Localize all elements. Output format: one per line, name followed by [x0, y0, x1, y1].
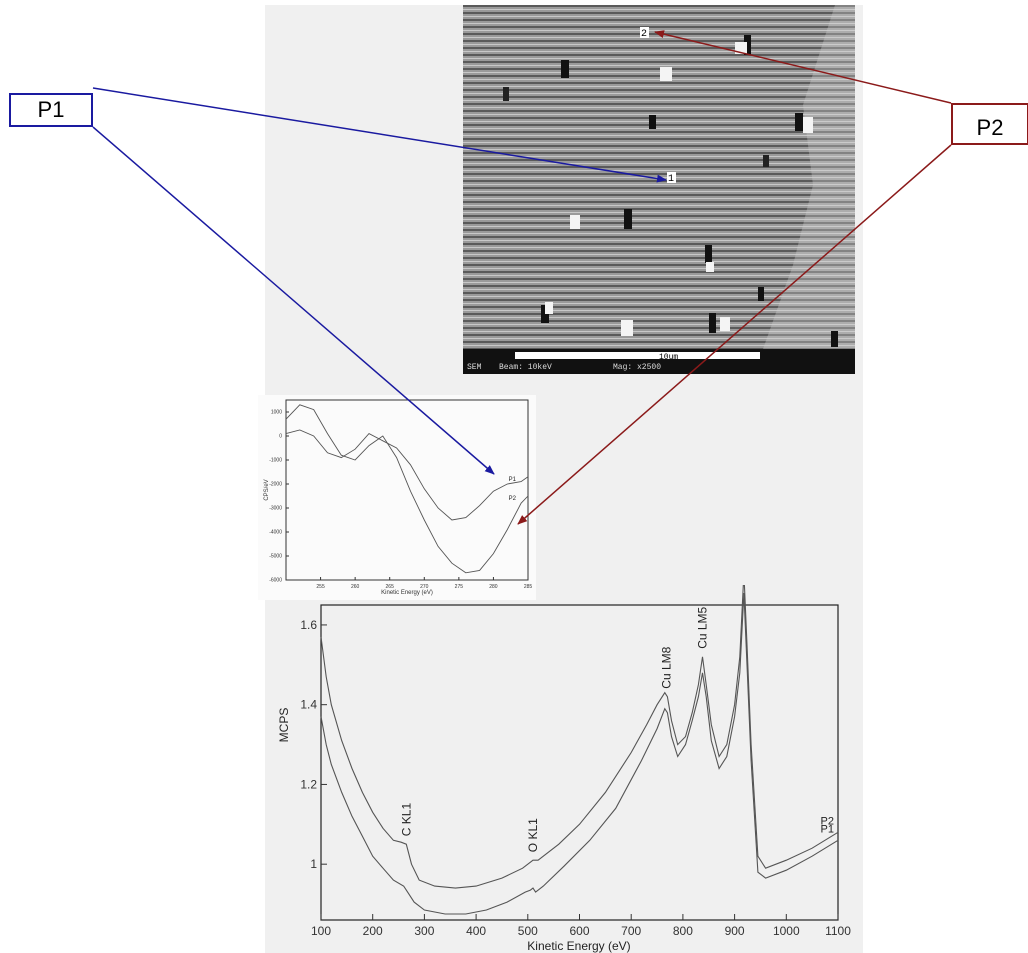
p1-arrow-to-sem: [92, 87, 667, 183]
svg-text:2: 2: [641, 29, 647, 40]
inset-background: [258, 395, 536, 600]
main-y-tick-label: 1: [310, 857, 317, 871]
inset-x-tick-label: 255: [316, 584, 325, 590]
main-x-tick-label: 300: [414, 924, 434, 938]
scale-bar: [515, 352, 760, 359]
inset-x-tick-label: 285: [524, 584, 533, 590]
inset-series-label-p2: P2: [509, 496, 517, 502]
inset-series-label-p1: P1: [509, 477, 517, 483]
inset-x-tick-label: 270: [420, 584, 429, 590]
main-x-tick-label: 100: [311, 924, 331, 938]
inset-series-p2: [285, 404, 529, 574]
inset-x-axis-label: Kinetic Energy (eV): [381, 590, 433, 596]
inset-y-tick-label: -4000: [269, 530, 282, 536]
inset-y-tick-label: -5000: [269, 554, 282, 560]
peak-annotation: O KL1: [526, 818, 540, 852]
main-x-tick-label: 400: [466, 924, 486, 938]
inset-y-tick-label: 0: [279, 434, 282, 440]
main-y-tick-label: 1.4: [300, 698, 317, 712]
point-marker-p1: 1: [667, 172, 676, 185]
inset-x-tick-label: 260: [351, 584, 360, 590]
main-y-tick-label: 1.6: [300, 618, 317, 632]
callout-p2-label: P2: [976, 115, 1004, 140]
main-series-label-p2: P2: [821, 815, 834, 827]
inset-y-tick-label: -6000: [269, 578, 282, 584]
main-x-tick-label: 200: [363, 924, 383, 938]
callout-p1-label: P1: [37, 97, 65, 122]
p2-arrow-to-sem: [654, 30, 952, 104]
sem-mode-label: SEM: [467, 363, 482, 372]
main-x-tick-label: 600: [569, 924, 589, 938]
main-x-tick-label: 800: [673, 924, 693, 938]
inset-y-tick-label: -3000: [269, 506, 282, 512]
main-x-tick-label: 900: [725, 924, 745, 938]
inset-series-p1: [285, 429, 529, 521]
main-series-label-p1: P1: [821, 823, 834, 835]
inset-y-tick-label: -1000: [269, 458, 282, 464]
inset-x-tick-label: 275: [455, 584, 464, 590]
main-x-tick-label: 500: [518, 924, 538, 938]
main-y-axis-label: MCPS: [277, 708, 291, 743]
inset-y-tick-label: -2000: [269, 482, 282, 488]
sem-beam-label: Beam: 10keV: [499, 363, 552, 372]
peak-annotation: Cu LM5: [696, 606, 710, 648]
main-x-tick-label: 1000: [773, 924, 800, 938]
p2-arrow-to-inset: [517, 144, 952, 525]
inset-plot-frame: [285, 399, 529, 581]
p1-arrow-to-inset: [92, 126, 495, 475]
main-x-tick-label: 1100: [825, 924, 851, 938]
inset-spectrum-chart: 255 260 265 270 275 280 285 1000 0 -1000 -2000 -300…: [258, 395, 536, 600]
sem-surface-features: [503, 35, 838, 347]
auger-spectrum-chart: 100 200 300 400 500 600 700 800 900 1000 1100 1 1.2 1…: [277, 585, 851, 953]
inset-y-tick-label: 1000: [271, 410, 282, 416]
main-x-axis-label: Kinetic Energy (eV): [527, 939, 630, 953]
sem-bright-region: [763, 5, 855, 349]
point-marker-p2: 2: [640, 27, 649, 40]
main-x-tick-label: 700: [621, 924, 641, 938]
main-series-p2: [320, 585, 839, 889]
inset-x-tick-label: 280: [489, 584, 498, 590]
svg-text:1: 1: [668, 174, 674, 185]
scale-bar-label: 10um: [659, 353, 678, 362]
main-series-p1: [320, 592, 839, 915]
inset-y-axis-label: CPS/eV: [264, 479, 270, 500]
main-y-tick-label: 1.2: [300, 777, 317, 791]
callout-p1: P1: [9, 93, 93, 127]
callout-p2: P2: [951, 103, 1028, 145]
peak-annotation: Cu LM8: [659, 646, 673, 688]
peak-annotation: C KL1: [399, 803, 413, 837]
inset-x-tick-label: 265: [386, 584, 395, 590]
sem-mag-label: Mag: x2500: [613, 363, 661, 372]
